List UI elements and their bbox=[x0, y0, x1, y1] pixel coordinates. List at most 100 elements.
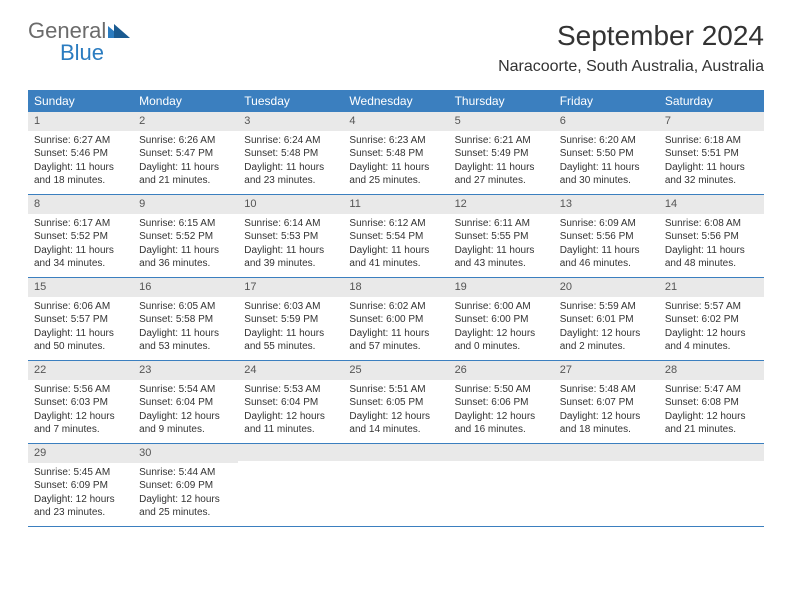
day-detail-line: and 32 minutes. bbox=[665, 174, 758, 188]
day-content: Sunrise: 5:51 AMSunset: 6:05 PMDaylight:… bbox=[343, 383, 448, 437]
day-detail-line: Sunrise: 6:21 AM bbox=[455, 134, 548, 148]
calendar-day: 25Sunrise: 5:51 AMSunset: 6:05 PMDayligh… bbox=[343, 361, 448, 443]
day-detail-line: Sunrise: 6:18 AM bbox=[665, 134, 758, 148]
day-content: Sunrise: 6:26 AMSunset: 5:47 PMDaylight:… bbox=[133, 134, 238, 188]
day-detail-line: Daylight: 12 hours bbox=[34, 410, 127, 424]
day-number: 18 bbox=[343, 278, 448, 297]
day-content: Sunrise: 5:56 AMSunset: 6:03 PMDaylight:… bbox=[28, 383, 133, 437]
calendar-day: 3Sunrise: 6:24 AMSunset: 5:48 PMDaylight… bbox=[238, 112, 343, 194]
day-content: Sunrise: 6:09 AMSunset: 5:56 PMDaylight:… bbox=[554, 217, 659, 271]
day-detail-line: Sunrise: 6:15 AM bbox=[139, 217, 232, 231]
calendar-week-row: 1 Sunrise: 6:27 AMSunset: 5:46 PMDaylight… bbox=[28, 112, 764, 195]
day-detail-line: and 21 minutes. bbox=[665, 423, 758, 437]
calendar-day: 9Sunrise: 6:15 AMSunset: 5:52 PMDaylight… bbox=[133, 195, 238, 277]
day-content: Sunrise: 6:14 AMSunset: 5:53 PMDaylight:… bbox=[238, 217, 343, 271]
day-number: 14 bbox=[659, 195, 764, 214]
day-content: Sunrise: 5:45 AMSunset: 6:09 PMDaylight:… bbox=[28, 466, 133, 520]
calendar-day: 4Sunrise: 6:23 AMSunset: 5:48 PMDaylight… bbox=[343, 112, 448, 194]
title-block: September 2024 Naracoorte, South Austral… bbox=[498, 20, 764, 76]
calendar-day: 23Sunrise: 5:54 AMSunset: 6:04 PMDayligh… bbox=[133, 361, 238, 443]
day-number: 29 bbox=[28, 444, 133, 463]
calendar-day: 22Sunrise: 5:56 AMSunset: 6:03 PMDayligh… bbox=[28, 361, 133, 443]
dow-header-cell: Tuesday bbox=[238, 90, 343, 112]
dow-header-cell: Friday bbox=[554, 90, 659, 112]
day-number: 26 bbox=[449, 361, 554, 380]
day-number: 17 bbox=[238, 278, 343, 297]
day-detail-line: Sunrise: 5:56 AM bbox=[34, 383, 127, 397]
day-number: 30 bbox=[133, 444, 238, 463]
day-number: 3 bbox=[238, 112, 343, 131]
day-number: 19 bbox=[449, 278, 554, 297]
day-content: Sunrise: 6:11 AMSunset: 5:55 PMDaylight:… bbox=[449, 217, 554, 271]
dow-header-cell: Thursday bbox=[449, 90, 554, 112]
day-content: Sunrise: 6:12 AMSunset: 5:54 PMDaylight:… bbox=[343, 217, 448, 271]
day-number: 7 bbox=[659, 112, 764, 131]
calendar-day: 1 Sunrise: 6:27 AMSunset: 5:46 PMDaylight… bbox=[28, 112, 133, 194]
day-detail-line: Daylight: 11 hours bbox=[34, 327, 127, 341]
calendar-day: 16Sunrise: 6:05 AMSunset: 5:58 PMDayligh… bbox=[133, 278, 238, 360]
dow-header-cell: Sunday bbox=[28, 90, 133, 112]
logo-text-blue: Blue bbox=[60, 40, 104, 65]
day-detail-line: Sunrise: 6:05 AM bbox=[139, 300, 232, 314]
calendar: SundayMondayTuesdayWednesdayThursdayFrid… bbox=[28, 90, 764, 527]
day-content: Sunrise: 6:27 AMSunset: 5:46 PMDaylight:… bbox=[28, 134, 133, 188]
day-number: 27 bbox=[554, 361, 659, 380]
day-number: 11 bbox=[343, 195, 448, 214]
day-content: Sunrise: 5:50 AMSunset: 6:06 PMDaylight:… bbox=[449, 383, 554, 437]
day-detail-line: Daylight: 12 hours bbox=[560, 410, 653, 424]
day-detail-line: Sunset: 5:56 PM bbox=[560, 230, 653, 244]
day-detail-line: Sunset: 5:56 PM bbox=[665, 230, 758, 244]
day-detail-line: Sunset: 6:09 PM bbox=[34, 479, 127, 493]
day-detail-line: Sunset: 5:53 PM bbox=[244, 230, 337, 244]
day-detail-line: Sunset: 5:52 PM bbox=[34, 230, 127, 244]
day-number: 1 bbox=[28, 112, 133, 131]
calendar-day-empty bbox=[554, 444, 659, 526]
day-content: Sunrise: 6:03 AMSunset: 5:59 PMDaylight:… bbox=[238, 300, 343, 354]
day-detail-line: Sunrise: 6:26 AM bbox=[139, 134, 232, 148]
day-detail-line: Sunset: 5:46 PM bbox=[34, 147, 127, 161]
day-number: 16 bbox=[133, 278, 238, 297]
day-detail-line: Daylight: 12 hours bbox=[139, 493, 232, 507]
day-number: 5 bbox=[449, 112, 554, 131]
day-detail-line: and 11 minutes. bbox=[244, 423, 337, 437]
day-detail-line: and 41 minutes. bbox=[349, 257, 442, 271]
day-detail-line: and 23 minutes. bbox=[34, 506, 127, 520]
day-detail-line: and 2 minutes. bbox=[560, 340, 653, 354]
day-content: Sunrise: 5:59 AMSunset: 6:01 PMDaylight:… bbox=[554, 300, 659, 354]
calendar-day: 13Sunrise: 6:09 AMSunset: 5:56 PMDayligh… bbox=[554, 195, 659, 277]
day-detail-line: Sunset: 5:55 PM bbox=[455, 230, 548, 244]
day-number: 20 bbox=[554, 278, 659, 297]
day-detail-line: and 9 minutes. bbox=[139, 423, 232, 437]
logo-triangle-icon bbox=[108, 18, 130, 43]
day-detail-line: and 25 minutes. bbox=[349, 174, 442, 188]
day-detail-line: and 14 minutes. bbox=[349, 423, 442, 437]
day-detail-line: and 36 minutes. bbox=[139, 257, 232, 271]
day-detail-line: Sunset: 5:54 PM bbox=[349, 230, 442, 244]
day-number: 6 bbox=[554, 112, 659, 131]
logo: General Blue bbox=[28, 20, 130, 64]
calendar-day: 18Sunrise: 6:02 AMSunset: 6:00 PMDayligh… bbox=[343, 278, 448, 360]
calendar-day: 6Sunrise: 6:20 AMSunset: 5:50 PMDaylight… bbox=[554, 112, 659, 194]
day-detail-line: Sunrise: 6:12 AM bbox=[349, 217, 442, 231]
day-detail-line: Sunset: 6:03 PM bbox=[34, 396, 127, 410]
day-detail-line: Sunrise: 6:09 AM bbox=[560, 217, 653, 231]
calendar-day: 20 Sunrise: 5:59 AMSunset: 6:01 PMDayligh… bbox=[554, 278, 659, 360]
day-number: 4 bbox=[343, 112, 448, 131]
day-detail-line: Sunset: 5:47 PM bbox=[139, 147, 232, 161]
day-detail-line: Sunrise: 6:20 AM bbox=[560, 134, 653, 148]
day-number: 10 bbox=[238, 195, 343, 214]
location: Naracoorte, South Australia, Australia bbox=[498, 58, 764, 76]
calendar-day-empty bbox=[343, 444, 448, 526]
day-detail-line: and 23 minutes. bbox=[244, 174, 337, 188]
calendar-day: 11 Sunrise: 6:12 AMSunset: 5:54 PMDayligh… bbox=[343, 195, 448, 277]
day-detail-line: Sunrise: 5:53 AM bbox=[244, 383, 337, 397]
day-detail-line: Sunrise: 5:44 AM bbox=[139, 466, 232, 480]
dow-header-cell: Wednesday bbox=[343, 90, 448, 112]
day-detail-line: Sunset: 6:05 PM bbox=[349, 396, 442, 410]
day-detail-line: Sunrise: 6:02 AM bbox=[349, 300, 442, 314]
day-detail-line: Sunrise: 6:11 AM bbox=[455, 217, 548, 231]
day-detail-line: Sunset: 6:08 PM bbox=[665, 396, 758, 410]
day-detail-line: and 0 minutes. bbox=[455, 340, 548, 354]
day-number: 2 bbox=[133, 112, 238, 131]
calendar-week-row: 8Sunrise: 6:17 AMSunset: 5:52 PMDaylight… bbox=[28, 195, 764, 278]
